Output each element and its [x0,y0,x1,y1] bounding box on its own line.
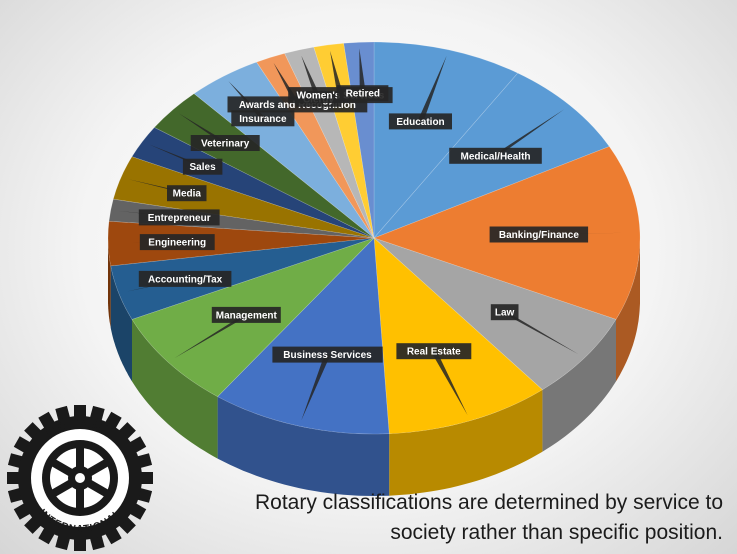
pie-slice-veterinary [153,93,375,239]
logo-gear-tooth [74,405,86,419]
pie-label-medical-health: Medical/Health [449,109,565,164]
pie-labels: Education Medical/Health Banking/Finance La… [116,48,632,421]
logo-spoke [76,442,84,478]
pie-label-engineering: Engineering [116,234,215,251]
pie-slice-engineering [107,220,375,267]
pie-side-law [542,319,616,452]
pie-label-management: Management [174,306,281,359]
pie-side-banking-finance [616,238,640,382]
pie-slice-real-estate [373,237,543,435]
pie-label-sales: Sales [149,144,223,175]
caption-line-1: Rotary classifications are determined by… [254,491,723,514]
caption-line-2: society rather than specific position. [390,521,723,544]
pie-label-entrepreneur: Entrepreneur [118,209,220,226]
pie-label-law: Law [490,304,579,355]
caption: Rotary classifications are determined by… [163,488,723,548]
pie-label-real-estate: Real Estate [396,343,472,416]
pie-label-education: Education [388,55,452,130]
svg-text:Insurance: Insurance [239,114,287,125]
svg-text:Media: Media [173,189,202,200]
svg-text:Accounting/Tax: Accounting/Tax [148,274,223,285]
logo-gear-tooth [7,472,21,484]
svg-text:Real Estate: Real Estate [407,347,461,358]
rotary-logo: ROTARY INTERNATIONAL [7,405,153,551]
pie-side-engineering [108,238,111,328]
svg-text:Sales: Sales [190,162,217,173]
pie-side-real-estate [389,389,543,496]
logo-spoke [76,478,84,514]
svg-text:Engineering: Engineering [148,238,206,249]
pie-slice-education [373,41,519,239]
pie-label-veterinary: Veterinary [179,113,260,151]
pie-side-accounting-tax [110,265,132,382]
pie-label-media: Media [128,179,207,202]
pie-label-accounting-tax: Accounting/Tax [126,270,232,292]
pie-slice-sales [131,127,375,239]
svg-text:Business Services: Business Services [283,350,372,361]
pie-label-retired: Retired [337,48,389,102]
pie-label-banking-finance: Banking/Finance [489,226,632,243]
pie-slice-media [112,156,375,239]
svg-text:Management: Management [216,310,278,321]
svg-text:Medical/Health: Medical/Health [460,151,530,162]
svg-text:Veterinary: Veterinary [201,139,250,150]
logo-gear-tooth [74,537,86,551]
pie-depth [108,238,640,496]
svg-text:Retired: Retired [346,89,380,100]
svg-text:Entrepreneur: Entrepreneur [148,213,211,224]
pie-slice-entrepreneur [108,198,375,239]
svg-text:Law: Law [495,308,515,319]
pie-slice-business-services [217,237,390,435]
logo-gear-tooth [139,472,153,484]
pie-slice-accounting-tax [110,237,375,320]
pie-side-business-services [217,396,390,496]
pie-side-management [132,319,218,459]
pie-label-business-services: Business Services [272,346,383,421]
svg-text:Education: Education [396,117,444,128]
svg-text:Banking/Finance: Banking/Finance [499,230,579,241]
